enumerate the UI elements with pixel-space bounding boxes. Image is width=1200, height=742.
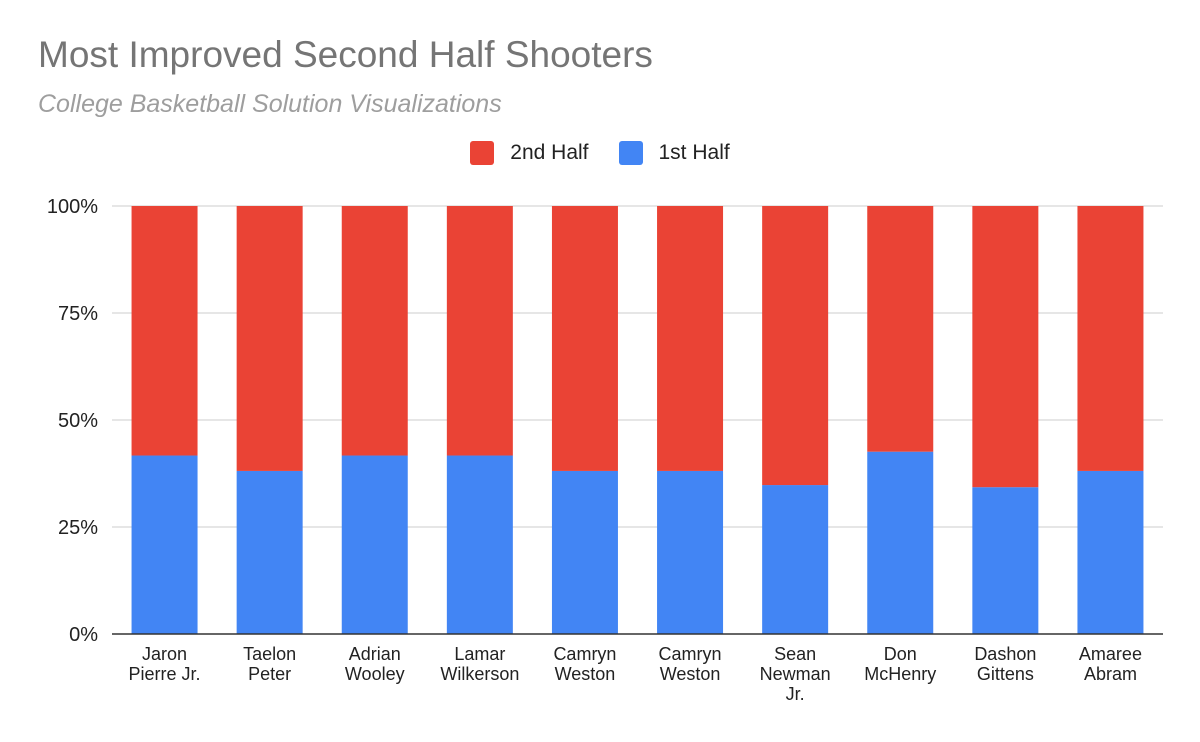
- legend-label-1st-half: 1st Half: [658, 141, 730, 164]
- bar-1st-half: [446, 455, 513, 634]
- bar-1st-half: [867, 451, 934, 634]
- legend-item-1st-half: 1st Half: [618, 141, 730, 165]
- x-tick-label: Camryn Weston: [553, 644, 616, 684]
- bar-1st-half: [657, 470, 724, 634]
- x-tick-label: Sean Newman Jr.: [760, 644, 831, 704]
- x-tick-label: Lamar Wilkerson: [440, 644, 519, 684]
- x-tick-label: Don McHenry: [864, 644, 936, 684]
- legend-label-2nd-half: 2nd Half: [510, 141, 589, 164]
- x-tick-label: Dashon Gittens: [974, 644, 1036, 684]
- chart-subtitle: College Basketball Solution Visualizatio…: [38, 90, 502, 118]
- bar-2nd-half: [341, 206, 408, 456]
- legend: 2nd Half 1st Half: [0, 141, 1200, 165]
- bar-2nd-half: [867, 206, 934, 452]
- bar-2nd-half: [551, 206, 618, 471]
- y-tick-label: 25%: [58, 517, 98, 539]
- bar-1st-half: [341, 455, 408, 634]
- legend-swatch-2nd-half: [470, 141, 495, 165]
- bar-1st-half: [131, 455, 198, 634]
- x-tick-label: Adrian Wooley: [345, 644, 405, 684]
- bar-1st-half: [762, 485, 829, 634]
- legend-item-2nd-half: 2nd Half: [470, 141, 589, 165]
- x-tick-label: Amaree Abram: [1079, 644, 1142, 684]
- bar-1st-half: [236, 470, 303, 634]
- bar-2nd-half: [762, 206, 829, 486]
- x-tick-label: Jaron Pierre Jr.: [129, 644, 201, 684]
- bar-1st-half: [972, 487, 1039, 634]
- legend-swatch-1st-half: [618, 141, 643, 165]
- bar-2nd-half: [1077, 206, 1144, 471]
- bar-1st-half: [551, 470, 618, 634]
- bar-2nd-half: [236, 206, 303, 471]
- y-tick-label: 100%: [47, 196, 98, 218]
- y-tick-label: 0%: [69, 624, 98, 646]
- bar-2nd-half: [657, 206, 724, 471]
- x-tick-label: Taelon Peter: [243, 644, 296, 684]
- bar-2nd-half: [131, 206, 198, 456]
- chart-title: Most Improved Second Half Shooters: [38, 34, 653, 75]
- bar-2nd-half: [972, 206, 1039, 488]
- y-tick-label: 75%: [58, 303, 98, 325]
- bar-2nd-half: [446, 206, 513, 456]
- bar-1st-half: [1077, 470, 1144, 634]
- y-tick-label: 50%: [58, 410, 98, 432]
- x-tick-label: Camryn Weston: [659, 644, 722, 684]
